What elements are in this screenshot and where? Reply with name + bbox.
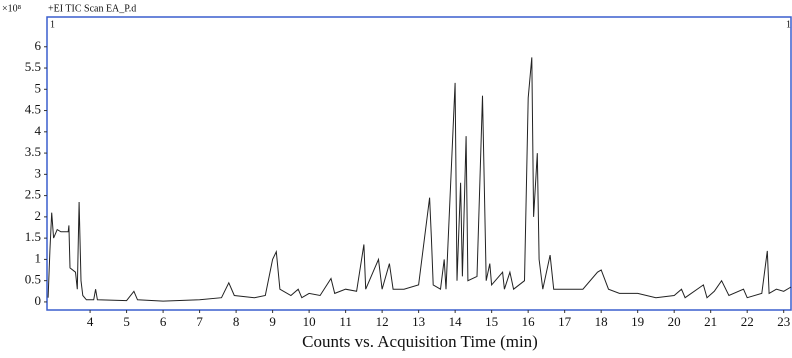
y-tick-label: 2 [35,208,42,223]
x-tick-label: 16 [522,314,536,329]
y-tick-label: 4 [35,123,42,138]
x-tick-label: 7 [196,314,203,329]
y-tick-label: 0.5 [25,272,41,287]
x-tick-label: 12 [376,314,389,329]
x-tick-label: 8 [233,314,240,329]
x-tick-label: 23 [777,314,790,329]
x-tick-label: 4 [87,314,94,329]
x-tick-label: 11 [339,314,352,329]
y-tick-label: 4.5 [25,102,41,117]
x-tick-label: 19 [631,314,644,329]
x-tick-label: 22 [741,314,754,329]
plot-frame [46,16,792,311]
x-tick-label: 13 [412,314,425,329]
x-tick-label: 10 [303,314,316,329]
y-tick-label: 6 [35,38,42,53]
x-tick-label: 21 [704,314,717,329]
x-tick-label: 6 [160,314,167,329]
x-axis-label: Counts vs. Acquisition Time (min) [302,332,538,351]
x-tick-label: 20 [668,314,681,329]
y-scale-label: ×10⁸ [2,3,22,14]
y-tick-label: 1 [35,250,42,265]
x-tick-label: 17 [558,314,572,329]
y-tick-label: 3.5 [25,144,41,159]
x-tick-label: 9 [269,314,276,329]
annotation: 1 [786,19,791,30]
chart-title: +EI TIC Scan EA_P.d [48,3,136,14]
x-tick-label: 5 [123,314,130,329]
x-tick-label: 15 [485,314,498,329]
chromatogram-line [47,57,792,302]
y-tick-label: 0 [35,293,42,308]
annotation: 1 [50,19,55,30]
y-tick-label: 3 [35,165,42,180]
y-tick-label: 5 [35,80,42,95]
y-tick-label: 2.5 [25,187,41,202]
x-tick-label: 14 [449,314,463,329]
y-tick-label: 5.5 [25,59,41,74]
x-tick-label: 18 [595,314,608,329]
y-tick-label: 1.5 [25,229,41,244]
